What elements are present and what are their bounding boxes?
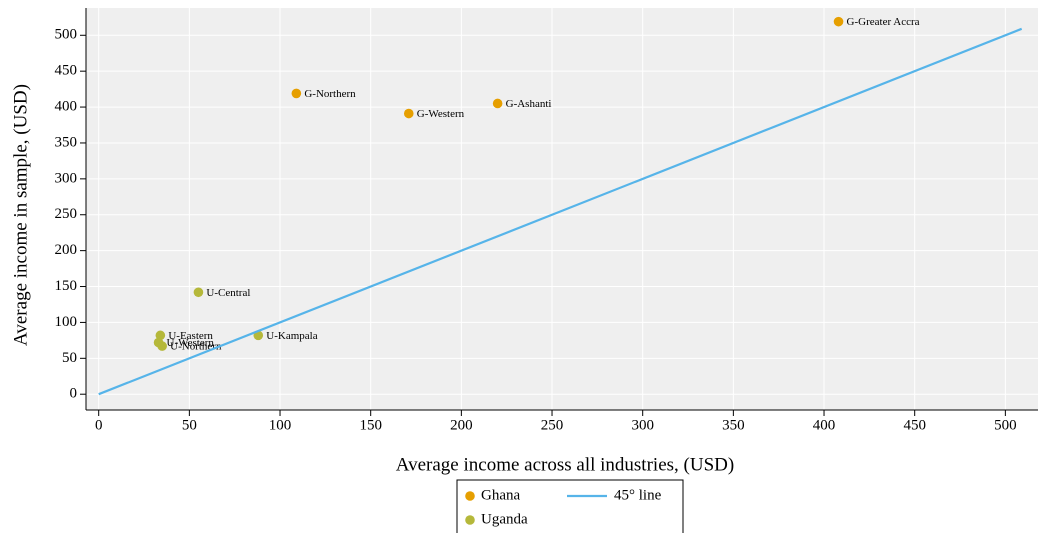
point <box>155 330 166 341</box>
point-label: G-Western <box>417 108 465 120</box>
point <box>291 88 302 99</box>
x-tick-label: 50 <box>182 417 197 433</box>
point <box>403 108 414 119</box>
y-tick-label: 100 <box>55 314 78 330</box>
legend-marker <box>465 515 475 525</box>
point-label: G-Northern <box>304 88 356 100</box>
x-tick-label: 200 <box>450 417 473 433</box>
point <box>193 287 204 298</box>
legend-marker <box>465 491 475 501</box>
legend-label: 45° line <box>614 487 662 503</box>
x-tick-label: 0 <box>95 417 103 433</box>
x-axis-title: Average income across all industries, (U… <box>396 454 734 475</box>
y-tick-label: 350 <box>55 134 78 150</box>
y-axis-title: Average income in sample, (USD) <box>10 84 31 346</box>
y-tick-label: 400 <box>55 99 78 115</box>
y-tick-label: 450 <box>55 63 78 79</box>
point-label: U-Eastern <box>168 330 213 342</box>
plot-area <box>86 8 1038 410</box>
point-label: U-Kampala <box>266 330 317 342</box>
point-label: U-Western <box>167 337 215 349</box>
y-tick-label: 500 <box>55 27 78 43</box>
reference-line <box>98 27 1023 396</box>
y-tick-label: 200 <box>55 242 78 258</box>
x-tick-label: 300 <box>631 417 654 433</box>
point-label: U-Central <box>206 287 250 299</box>
x-tick-label: 250 <box>541 417 564 433</box>
point-label: G-Ashanti <box>506 98 552 110</box>
x-tick-label: 450 <box>903 417 926 433</box>
x-tick-label: 500 <box>994 417 1017 433</box>
legend-label: Ghana <box>481 487 520 503</box>
legend-box <box>456 479 684 533</box>
x-tick-label: 100 <box>269 417 292 433</box>
point <box>157 341 167 351</box>
x-tick-label: 400 <box>813 417 836 433</box>
point <box>833 16 844 27</box>
y-tick-label: 250 <box>55 206 78 222</box>
y-tick-label: 300 <box>55 170 78 186</box>
x-tick-label: 350 <box>722 417 745 433</box>
point-label: G-Greater Accra <box>847 16 920 28</box>
y-tick-label: 0 <box>70 386 78 402</box>
point <box>492 98 503 109</box>
legend-label: Uganda <box>481 511 528 527</box>
y-tick-label: 50 <box>62 350 77 366</box>
point-label: U-Northern <box>170 341 222 353</box>
y-tick-label: 150 <box>55 278 78 294</box>
x-tick-label: 150 <box>359 417 382 433</box>
